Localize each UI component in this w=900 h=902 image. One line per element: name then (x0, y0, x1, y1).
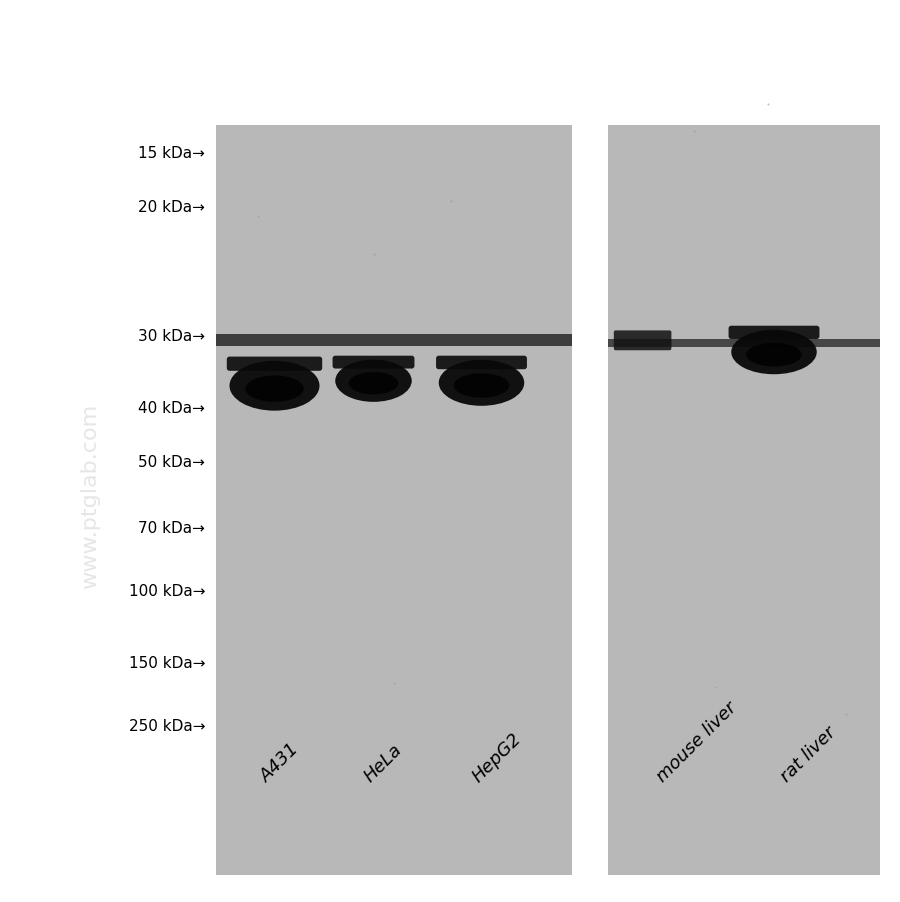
Text: www.ptglab.com: www.ptglab.com (80, 403, 100, 589)
Text: 30 kDa→: 30 kDa→ (139, 329, 205, 344)
Text: 70 kDa→: 70 kDa→ (139, 520, 205, 535)
Text: rat liver: rat liver (778, 723, 840, 785)
Bar (216, 126, 572, 875)
Text: 150 kDa→: 150 kDa→ (129, 656, 205, 670)
FancyBboxPatch shape (614, 331, 671, 351)
Text: 20 kDa→: 20 kDa→ (139, 200, 205, 215)
Bar (608, 340, 880, 348)
Ellipse shape (439, 361, 524, 406)
Text: HepG2: HepG2 (469, 729, 525, 785)
FancyBboxPatch shape (729, 327, 819, 340)
Bar (608, 126, 880, 875)
Ellipse shape (454, 373, 509, 399)
Ellipse shape (731, 330, 817, 375)
FancyBboxPatch shape (436, 356, 527, 370)
Ellipse shape (335, 360, 412, 402)
Text: HeLa: HeLa (361, 740, 406, 785)
FancyBboxPatch shape (227, 357, 322, 372)
Ellipse shape (245, 376, 304, 402)
Text: 40 kDa→: 40 kDa→ (139, 400, 205, 415)
Ellipse shape (746, 344, 802, 367)
Text: 15 kDa→: 15 kDa→ (139, 146, 205, 161)
Text: 250 kDa→: 250 kDa→ (129, 719, 205, 733)
Text: mouse liver: mouse liver (653, 697, 741, 785)
Text: 50 kDa→: 50 kDa→ (139, 455, 205, 469)
Ellipse shape (230, 362, 320, 411)
Text: A431: A431 (257, 739, 303, 785)
Ellipse shape (348, 373, 399, 395)
FancyBboxPatch shape (333, 356, 415, 369)
Bar (216, 335, 572, 346)
Text: 100 kDa→: 100 kDa→ (129, 584, 205, 598)
